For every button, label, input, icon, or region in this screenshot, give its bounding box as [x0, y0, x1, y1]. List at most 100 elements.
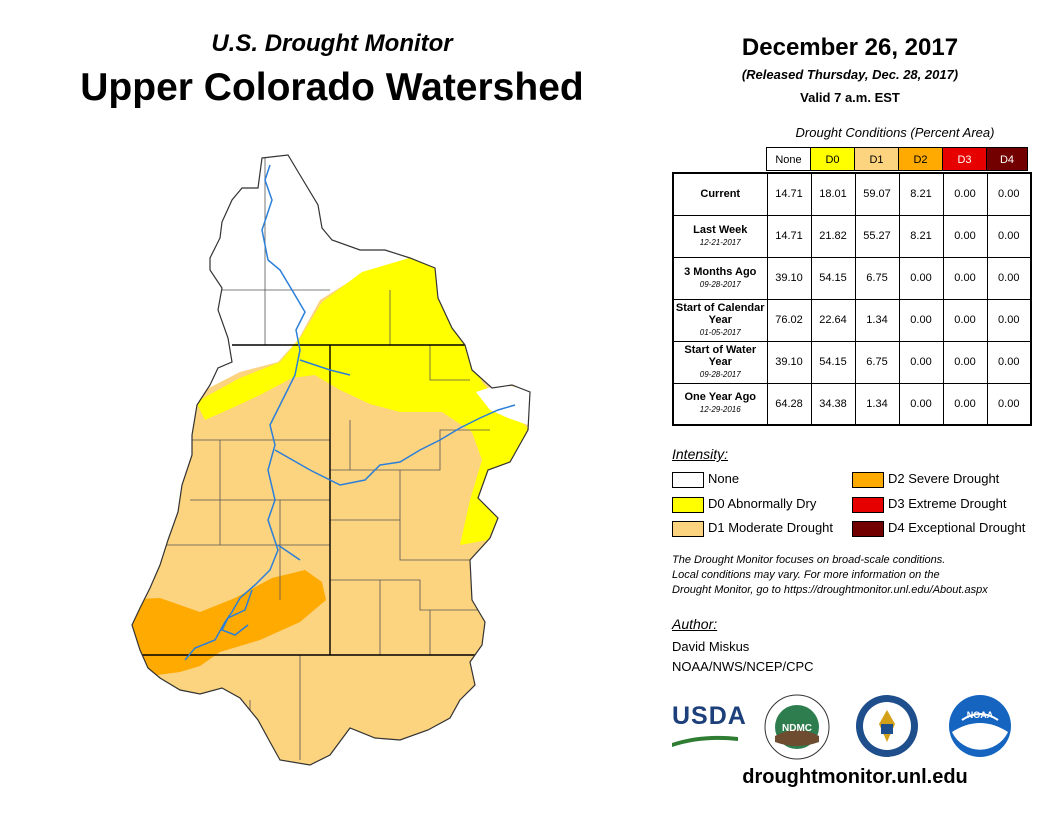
- cell: 0.00: [898, 256, 944, 300]
- col-d0: D0: [810, 147, 855, 171]
- cell: 14.71: [766, 214, 812, 258]
- author-org: NOAA/NWS/NCEP/CPC: [672, 659, 814, 674]
- cell: 0.00: [942, 382, 988, 426]
- author-name: David Miskus: [672, 639, 750, 654]
- usda-swoosh: [672, 735, 738, 747]
- cell: 0.00: [898, 298, 944, 342]
- row-label: Start of Calendar Year: [675, 301, 765, 326]
- row-date: 12-29-2016: [699, 405, 741, 415]
- col-d4: D4: [986, 147, 1028, 171]
- rivers: [184, 164, 516, 661]
- row-label: Last Week: [693, 223, 748, 236]
- legend-item-d2: D2 Severe Drought: [852, 471, 999, 488]
- row-label: 3 Months Ago: [684, 265, 757, 278]
- legend-swatch: [852, 471, 884, 488]
- table-row: Start of Water Year 09-28-2017 39.10 54.1…: [672, 340, 1032, 384]
- cell: 1.34: [854, 382, 900, 426]
- table-row: Start of Calendar Year 01-05-2017 76.02 2…: [672, 298, 1032, 342]
- legend-label: D4 Exceptional Drought: [888, 520, 1026, 535]
- map-subtitle: U.S. Drought Monitor: [211, 30, 453, 57]
- usda-logo: USDA: [672, 702, 747, 748]
- cell: 55.27: [854, 214, 900, 258]
- legend-item-d1: D1 Moderate Drought: [672, 520, 833, 537]
- table-row: Current 14.71 18.01 59.07 8.21 0.00 0.00: [672, 172, 1032, 216]
- legend-label: D1 Moderate Drought: [708, 520, 834, 535]
- cell: 6.75: [854, 256, 900, 300]
- cell: 0.00: [986, 298, 1032, 342]
- cell: 76.02: [766, 298, 812, 342]
- cell: 0.00: [942, 214, 988, 258]
- legend-label: D0 Abnormally Dry: [708, 496, 817, 511]
- col-none: None: [766, 147, 811, 171]
- cell: 8.21: [898, 214, 944, 258]
- cell: 64.28: [766, 382, 812, 426]
- author-title: Author:: [672, 616, 718, 632]
- legend-item-d4: D4 Exceptional Drought: [852, 520, 1025, 537]
- watershed-outline: [131, 154, 531, 766]
- cell: 0.00: [986, 382, 1032, 426]
- legend-swatch: [852, 520, 884, 537]
- row-date: 01-05-2017: [699, 327, 741, 337]
- legend-swatch: [672, 496, 704, 513]
- cell: 54.15: [810, 256, 856, 300]
- cell: 54.15: [810, 340, 856, 384]
- usda-logo-text: USDA: [672, 702, 747, 730]
- cell: 18.01: [810, 172, 856, 216]
- row-date: 09-28-2017: [699, 369, 741, 379]
- cell: 0.00: [986, 256, 1032, 300]
- row-label: Start of Water Year: [684, 343, 757, 368]
- table-caption: Drought Conditions (Percent Area): [795, 125, 995, 140]
- map-date: December 26, 2017: [741, 34, 959, 61]
- row-date: 12-21-2017: [699, 237, 741, 247]
- noaa-logo-text: NOAA: [967, 710, 994, 720]
- row-label: One Year Ago: [684, 391, 757, 404]
- cell: 6.75: [854, 340, 900, 384]
- table-row: One Year Ago 12-29-2016 64.28 34.38 1.34 …: [672, 382, 1032, 426]
- noaa-logo: NOAA: [949, 695, 1011, 757]
- cell: 14.71: [766, 172, 812, 216]
- col-d2: D2: [898, 147, 943, 171]
- cell: 0.00: [986, 214, 1032, 258]
- valid-time: Valid 7 a.m. EST: [800, 90, 900, 105]
- note-line: Local conditions may vary. For more info…: [672, 569, 940, 581]
- website-link[interactable]: droughtmonitor.unl.edu: [742, 766, 968, 788]
- cell: 59.07: [854, 172, 900, 216]
- cell: 0.00: [942, 298, 988, 342]
- cell: 0.00: [898, 382, 944, 426]
- commerce-seal: [856, 695, 918, 757]
- cell: 34.38: [810, 382, 856, 426]
- drought-table: Current 14.71 18.01 59.07 8.21 0.00 0.00…: [672, 172, 1032, 426]
- legend-swatch: [852, 496, 884, 513]
- none-area-east: [476, 384, 530, 425]
- d0-area: [196, 256, 528, 545]
- legend-swatch: [672, 471, 704, 488]
- legend-label: None: [708, 471, 740, 486]
- cell: 21.82: [810, 214, 856, 258]
- cell: 0.00: [942, 256, 988, 300]
- col-d1: D1: [854, 147, 899, 171]
- cell: 22.64: [810, 298, 856, 342]
- cell: 0.00: [986, 340, 1032, 384]
- disclaimer-note: The Drought Monitor focuses on broad-sca…: [672, 553, 1042, 598]
- cell: 39.10: [766, 340, 812, 384]
- table-row: 3 Months Ago 09-28-2017 39.10 54.15 6.75 …: [672, 256, 1032, 300]
- col-d3: D3: [942, 147, 987, 171]
- author-block: David Miskus NOAA/NWS/NCEP/CPC: [672, 637, 814, 677]
- table-row: Last Week 12-21-2017 14.71 21.82 55.27 8.…: [672, 214, 1032, 258]
- map-title: Upper Colorado Watershed: [80, 66, 584, 109]
- row-label: Current: [672, 172, 768, 216]
- cell: 0.00: [898, 340, 944, 384]
- ndmc-logo-text: NDMC: [782, 723, 812, 734]
- note-line: The Drought Monitor focuses on broad-sca…: [672, 554, 946, 566]
- cell: 0.00: [942, 172, 988, 216]
- note-line[interactable]: Drought Monitor, go to https://droughtmo…: [672, 584, 988, 596]
- legend-label: D2 Severe Drought: [888, 471, 1000, 486]
- legend-label: D3 Extreme Drought: [888, 496, 1007, 511]
- watershed-map: [131, 154, 531, 766]
- legend-title: Intensity:: [672, 446, 729, 462]
- cell: 0.00: [986, 172, 1032, 216]
- release-date: (Released Thursday, Dec. 28, 2017): [741, 67, 959, 82]
- ndmc-logo: NDMC: [764, 694, 830, 760]
- cell: 8.21: [898, 172, 944, 216]
- row-date: 09-28-2017: [699, 279, 741, 289]
